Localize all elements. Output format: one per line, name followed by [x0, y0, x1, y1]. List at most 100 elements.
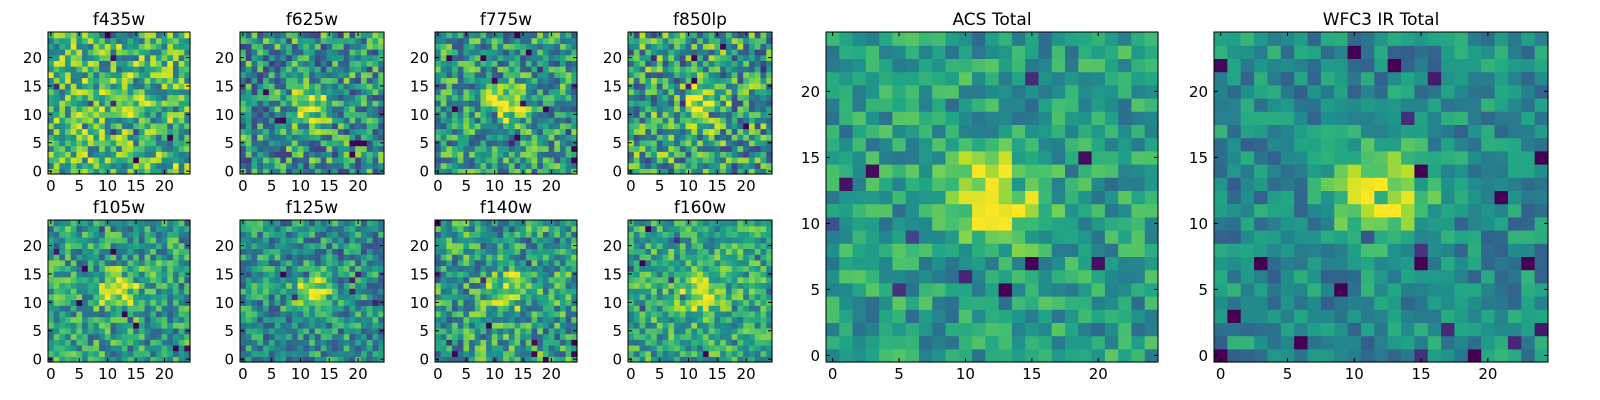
heatmap-cell	[48, 259, 55, 267]
heatmap-cell	[760, 350, 767, 357]
heatmap-cell	[702, 88, 710, 96]
x-tick-label: 10	[485, 177, 504, 195]
heatmap-cell	[337, 122, 345, 130]
heatmap-cell	[508, 339, 516, 346]
heatmap-cell	[491, 333, 499, 340]
heatmap-cell	[116, 49, 123, 56]
heatmap-cell	[76, 100, 83, 107]
heatmap-cell	[245, 94, 253, 101]
heatmap-cell	[337, 88, 345, 96]
heatmap-cell	[291, 77, 299, 84]
heatmap-cell	[167, 333, 174, 340]
heatmap-cell	[70, 356, 77, 363]
heatmap-cell	[70, 139, 77, 147]
heatmap-cell	[245, 83, 253, 90]
heatmap-cell	[257, 344, 264, 352]
heatmap-cell	[274, 162, 281, 169]
heatmap-cell	[303, 237, 310, 244]
heatmap-cell	[685, 139, 692, 147]
heatmap-cell	[121, 145, 129, 152]
heatmap-cell	[554, 83, 561, 90]
heatmap-cell	[53, 94, 60, 101]
heatmap-cell	[332, 54, 339, 61]
heatmap-cell	[714, 305, 721, 312]
heatmap-cell	[320, 77, 327, 84]
heatmap-cell	[668, 139, 675, 147]
heatmap-cell	[184, 77, 191, 84]
heatmap-cell	[121, 225, 129, 232]
heatmap-cell	[452, 299, 459, 306]
heatmap-cell	[240, 288, 247, 295]
heatmap-cell	[53, 60, 60, 67]
heatmap-cell	[349, 316, 356, 323]
heatmap-cell	[116, 94, 123, 101]
heatmap-cell	[731, 139, 739, 147]
heatmap-cell	[48, 288, 55, 295]
heatmap-cell	[257, 54, 264, 61]
heatmap-cell	[268, 237, 276, 244]
heatmap-cell	[679, 134, 687, 141]
heatmap-cell	[355, 310, 362, 318]
heatmap-cell	[291, 356, 299, 363]
heatmap-cell	[314, 327, 322, 335]
heatmap-cell	[565, 139, 572, 147]
heatmap-cell	[53, 310, 60, 318]
heatmap-cell	[474, 162, 482, 169]
heatmap-cell	[457, 66, 464, 73]
heatmap-cell	[263, 276, 270, 284]
heatmap-cell	[257, 32, 264, 39]
heatmap-cell	[537, 276, 544, 284]
heatmap-cell	[452, 122, 459, 130]
heatmap-cell	[332, 83, 339, 90]
heatmap-cell	[76, 151, 83, 158]
heatmap-cell	[178, 156, 185, 164]
heatmap-cell	[349, 225, 356, 232]
heatmap-cell	[104, 339, 112, 346]
heatmap-cell	[53, 293, 60, 301]
heatmap-cell	[155, 49, 163, 56]
heatmap-cell	[372, 237, 379, 244]
heatmap-cell	[503, 100, 510, 107]
heatmap-cell	[537, 43, 544, 50]
heatmap-cell	[360, 145, 368, 152]
heatmap-cell	[491, 88, 499, 96]
heatmap-cell	[737, 71, 744, 79]
heatmap-cell	[520, 322, 527, 329]
heatmap-cell	[514, 248, 521, 255]
heatmap-cell	[320, 322, 327, 329]
heatmap-cell	[178, 66, 185, 73]
heatmap-cell	[508, 71, 516, 79]
heatmap-cell	[337, 32, 345, 39]
heatmap-cell	[291, 305, 299, 312]
heatmap-cell	[150, 162, 157, 169]
heatmap-cell	[457, 60, 464, 67]
heatmap-cell	[748, 122, 756, 130]
heatmap-cell	[133, 100, 140, 107]
heatmap-cell	[435, 151, 442, 158]
heatmap-cell	[674, 77, 681, 84]
heatmap-cell	[537, 293, 544, 301]
heatmap-cell	[314, 254, 322, 261]
heatmap-cell	[571, 122, 578, 130]
heatmap-cell	[59, 105, 66, 113]
heatmap-cell	[99, 327, 106, 335]
heatmap-cell	[70, 322, 77, 329]
heatmap-cell	[645, 288, 652, 295]
heatmap-cell	[754, 288, 762, 295]
heatmap-cell	[257, 225, 264, 232]
heatmap-cell	[53, 231, 60, 238]
heatmap-cell	[172, 37, 180, 44]
heatmap-cell	[178, 117, 185, 124]
x-tick-label: 15	[320, 177, 339, 195]
heatmap-cell	[274, 248, 281, 255]
heatmap-cell	[257, 327, 264, 335]
heatmap-cell	[554, 43, 561, 50]
heatmap-cell	[257, 237, 264, 244]
heatmap-cell	[731, 168, 739, 175]
heatmap-cell	[720, 356, 727, 363]
heatmap-cell	[720, 333, 727, 340]
heatmap-cell	[144, 339, 151, 346]
heatmap-cell	[161, 83, 168, 90]
heatmap-cell	[491, 134, 499, 141]
heatmap-cell	[508, 248, 516, 255]
